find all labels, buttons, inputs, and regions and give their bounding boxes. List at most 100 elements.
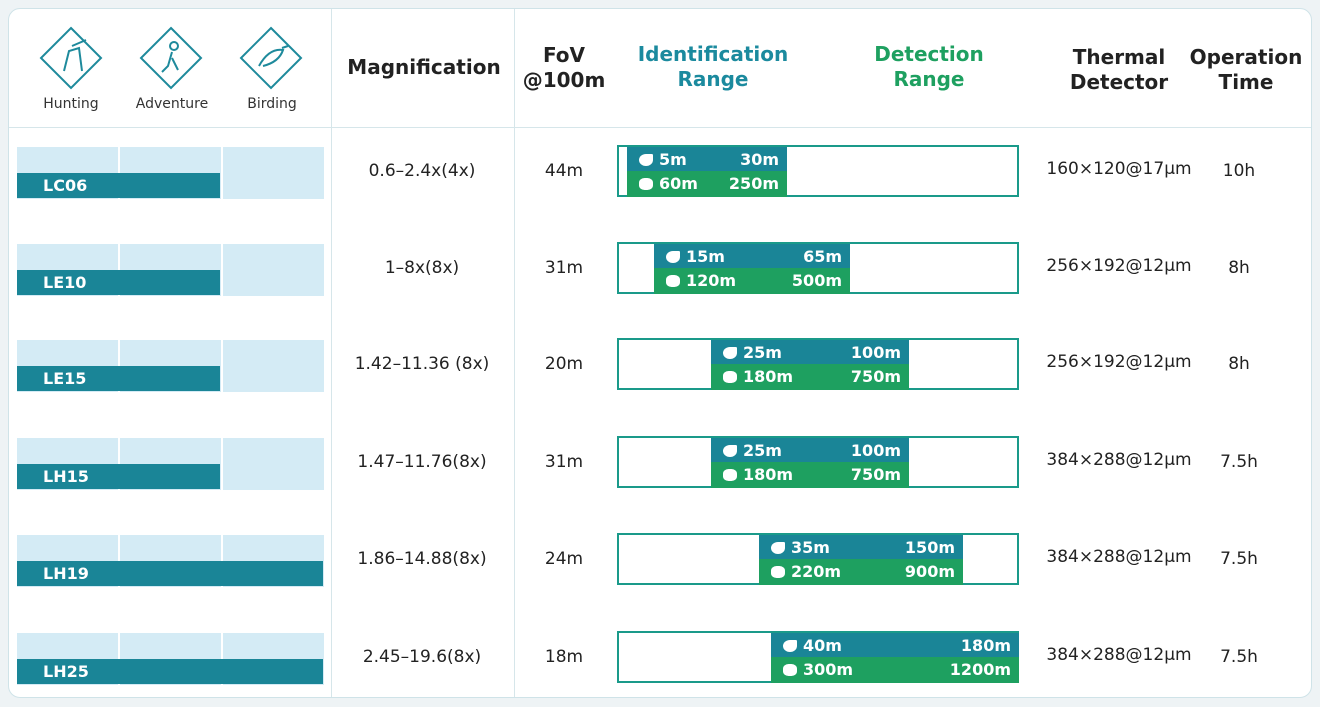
icon (639, 154, 653, 166)
model-bar: LE10 (17, 270, 220, 295)
detection-value: 180m (960, 636, 1011, 655)
usage-cell (223, 340, 324, 392)
header: Detection Range (829, 42, 1029, 92)
operation: 10h (1222, 161, 1256, 181)
header: Identification Range (613, 42, 813, 92)
header-line: FoV (542, 43, 586, 67)
magnification: 1.42–11.36 (8x) (354, 354, 490, 374)
usage-cell (223, 147, 324, 199)
header-line: Thermal (1072, 45, 1166, 69)
animal-range: 60m 250m (627, 171, 787, 197)
divider (514, 9, 515, 697)
detection-value: 100m (850, 343, 901, 362)
identification-value: 60m (659, 174, 698, 193)
thermal: 384×288@12μm (1046, 645, 1192, 665)
operation: 7.5h (1220, 647, 1258, 667)
identification-value: 300m (803, 660, 854, 679)
model-bar: LE15 (17, 366, 220, 391)
operation: 7.5h (1220, 549, 1258, 569)
icon (783, 640, 797, 652)
magnification: 1.86–14.88(8x) (357, 549, 487, 569)
bird-range: 5m 30m (627, 147, 787, 173)
usage-icons (39, 26, 303, 90)
operation: 8h (1228, 258, 1250, 278)
detection-value: 100m (850, 441, 901, 460)
fov: 18m (544, 647, 584, 667)
usage-cell (223, 244, 324, 296)
icon (783, 664, 797, 676)
detection-value: 65m (803, 247, 842, 266)
usage-cell (223, 438, 324, 490)
icon (666, 275, 680, 287)
operation: 7.5h (1220, 452, 1258, 472)
animal-range: 300m 1200m (771, 657, 1019, 683)
icon (639, 178, 653, 190)
usage-label: Hunting (43, 96, 99, 112)
icon (723, 469, 737, 481)
bird-range: 25m 100m (711, 340, 909, 366)
header: Operation Time (1181, 45, 1311, 95)
header-line: Operation (1189, 45, 1303, 69)
fov: 31m (544, 258, 584, 278)
detection-value: 150m (904, 538, 955, 557)
identification-value: 40m (803, 636, 842, 655)
icon (771, 542, 785, 554)
model-bar: LH19 (17, 561, 323, 586)
range-box: 15m 65m 120m 500m (617, 242, 1019, 294)
detection-value: 900m (904, 562, 955, 581)
identification-value: 220m (791, 562, 842, 581)
detection-value: 1200m (949, 660, 1011, 679)
header: FoV @100m (514, 43, 614, 93)
range-box: 25m 100m 180m 750m (617, 436, 1019, 488)
model-bar: LC06 (17, 173, 220, 198)
model-bar: LH15 (17, 464, 220, 489)
icon (723, 445, 737, 457)
identification-value: 180m (743, 465, 794, 484)
bird-range: 15m 65m (654, 244, 850, 270)
header-line: Range (893, 67, 965, 91)
bird-range: 35m 150m (759, 535, 963, 561)
detection-value: 250m (728, 174, 779, 193)
thermal: 160×120@17μm (1046, 159, 1192, 179)
magnification: 1–8x(8x) (384, 258, 460, 278)
fov: 44m (544, 161, 584, 181)
header-line: Detection (874, 42, 984, 66)
magnification: 2.45–19.6(8x) (362, 647, 482, 667)
detection-value: 750m (850, 367, 901, 386)
thermal: 256×192@12μm (1046, 256, 1192, 276)
usage-label: Adventure (135, 96, 209, 112)
magnification: 0.6–2.4x(4x) (368, 161, 476, 181)
card: Hunting Adventure Birding Magnification … (8, 8, 1312, 698)
icon (666, 251, 680, 263)
icon (723, 347, 737, 359)
header-line: Detector (1069, 70, 1169, 94)
header: Thermal Detector (1039, 45, 1199, 95)
animal-range: 120m 500m (654, 268, 850, 294)
animal-range: 180m 750m (711, 364, 909, 390)
range-box: 25m 100m 180m 750m (617, 338, 1019, 390)
range-box: 5m 30m 60m 250m (617, 145, 1019, 197)
range-box: 40m 180m 300m 1200m (617, 631, 1019, 683)
range-box: 35m 150m 220m 900m (617, 533, 1019, 585)
header-line: @100m (522, 68, 606, 92)
header-line: Identification (637, 42, 789, 66)
fov: 20m (544, 354, 584, 374)
header-line: Range (677, 67, 749, 91)
bird-range: 25m 100m (711, 438, 909, 464)
detection-value: 30m (740, 150, 779, 169)
thermal: 256×192@12μm (1046, 352, 1192, 372)
identification-value: 5m (659, 150, 687, 169)
identification-value: 180m (743, 367, 794, 386)
detection-value: 750m (850, 465, 901, 484)
thermal: 384×288@12μm (1046, 547, 1192, 567)
fov: 31m (544, 452, 584, 472)
thermal: 384×288@12μm (1046, 450, 1192, 470)
animal-range: 180m 750m (711, 462, 909, 488)
operation: 8h (1228, 354, 1250, 374)
identification-value: 25m (743, 343, 782, 362)
header-line: Time (1218, 70, 1274, 94)
header: Magnification (347, 55, 501, 79)
identification-value: 120m (686, 271, 737, 290)
icon (771, 566, 785, 578)
animal-range: 220m 900m (759, 559, 963, 585)
